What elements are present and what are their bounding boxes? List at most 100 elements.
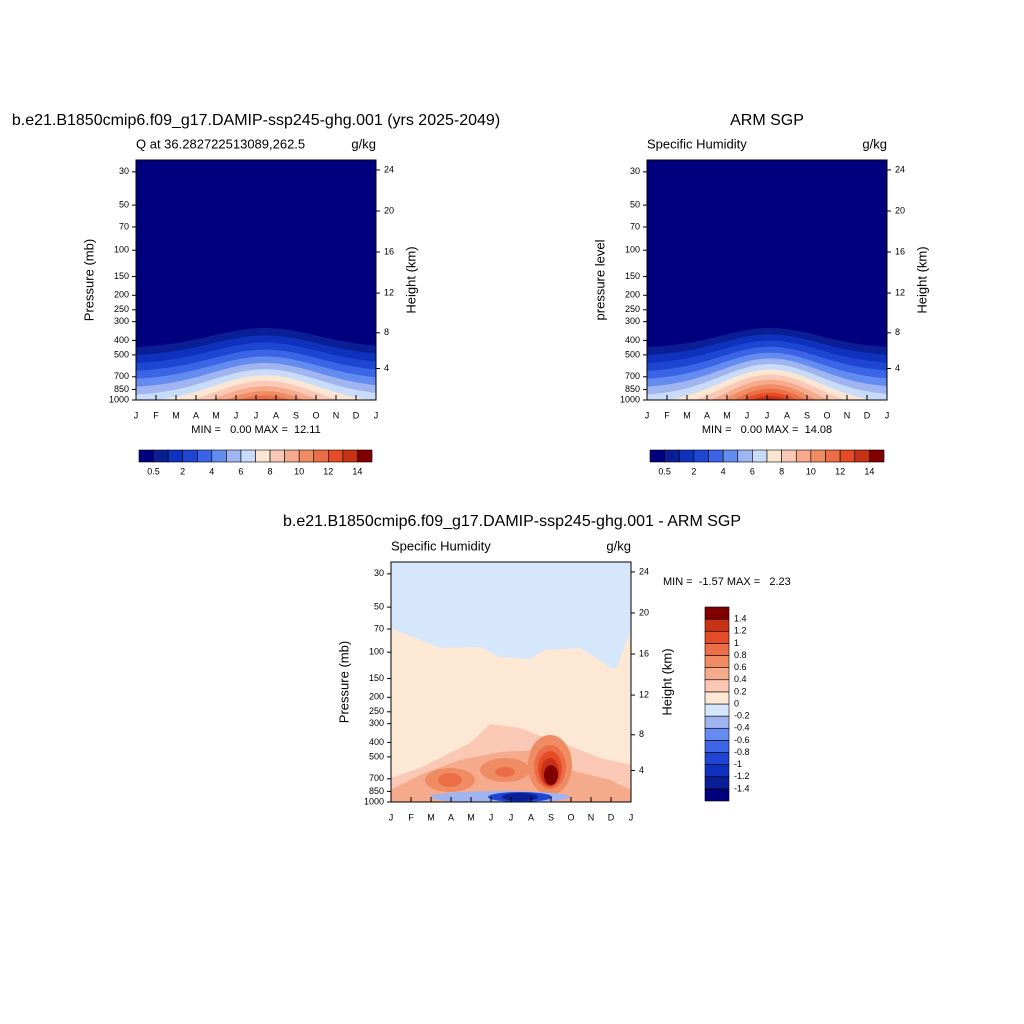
y-tick-label: 300 — [625, 316, 640, 326]
x-tick-label: J — [509, 812, 514, 822]
right-string: g/kg — [351, 136, 376, 151]
colorbar-label: -1.2 — [734, 771, 750, 781]
colorbar-label: 0.8 — [734, 650, 747, 660]
y-tick-label: 30 — [630, 166, 640, 176]
y-tick-label: 250 — [369, 706, 384, 716]
plot-title: ARM SGP — [730, 112, 804, 129]
fill-region — [438, 773, 462, 787]
y-tick-label: 500 — [625, 349, 640, 359]
x-tick-label: A — [704, 410, 710, 420]
plot-title: b.e21.B1850cmip6.f09_g17.DAMIP-ssp245-gh… — [12, 112, 500, 129]
colorbar-box — [313, 449, 329, 463]
colorbar-box — [752, 449, 768, 463]
y-tick-label: 1000 — [364, 796, 384, 806]
min-max-label: MIN = -1.57 MAX = 2.23 — [663, 576, 791, 588]
colorbar-box — [182, 449, 198, 463]
x-tick-label: M — [723, 410, 731, 420]
colorbar-box — [298, 449, 315, 463]
colorbar-box — [795, 449, 812, 463]
colorbar-box — [704, 715, 730, 729]
colorbar-label: 4 — [721, 466, 726, 476]
y2-tick-label: 16 — [384, 246, 394, 256]
colorbar-box — [167, 449, 183, 463]
colorbar-label: 0 — [734, 698, 739, 708]
y-tick-label: 200 — [114, 290, 129, 300]
colorbar-label: -0.6 — [734, 735, 750, 745]
y-tick-label: 500 — [369, 751, 384, 761]
colorbar-box — [781, 449, 797, 463]
fill-region — [239, 395, 291, 400]
colorbar-box — [722, 449, 739, 463]
colorbar-label: 0.4 — [734, 674, 747, 684]
colorbar-box — [810, 449, 826, 463]
x-tick-label: S — [804, 410, 810, 420]
x-tick-label: F — [664, 410, 670, 420]
colorbar-box — [226, 449, 242, 463]
x-tick-label: J — [489, 812, 494, 822]
colorbar-box — [704, 764, 730, 778]
x-tick-label: M — [467, 812, 475, 822]
colorbar-box — [704, 679, 730, 693]
y2-tick-label: 8 — [639, 729, 644, 739]
y2-tick-label: 20 — [639, 607, 649, 617]
colorbar-label: 8 — [779, 466, 784, 476]
x-tick-label: M — [427, 812, 435, 822]
colorbar-label: 2 — [180, 466, 185, 476]
colorbar-label: 1.4 — [734, 614, 747, 624]
x-tick-label: M — [683, 410, 691, 420]
colorbar-label: 1.2 — [734, 626, 747, 636]
left-string: Specific Humidity — [391, 538, 491, 553]
x-tick-label: J — [629, 812, 634, 822]
y-tick-label: 850 — [625, 384, 640, 394]
x-tick-label: J — [134, 410, 139, 420]
colorbar-box — [704, 740, 730, 753]
colorbar-label: 0.2 — [734, 686, 747, 696]
colorbar-label: 0.5 — [658, 466, 671, 476]
colorbar-box — [869, 449, 885, 463]
colorbar-box — [255, 449, 271, 463]
y2-tick-label: 16 — [895, 246, 905, 256]
colorbar-box — [704, 727, 730, 741]
y2-tick-label: 4 — [384, 363, 389, 373]
y-tick-label: 100 — [625, 245, 640, 255]
y-tick-label: 400 — [625, 335, 640, 345]
y2-tick-label: 24 — [639, 566, 649, 576]
y2-axis-label: Height (km) — [914, 246, 929, 313]
x-tick-label: O — [823, 410, 830, 420]
x-tick-label: J — [885, 410, 890, 420]
x-tick-label: J — [645, 410, 650, 420]
x-tick-label: S — [548, 812, 554, 822]
colorbar-box — [704, 788, 730, 802]
colorbar-label: 10 — [294, 466, 304, 476]
colorbar-label: -1 — [734, 759, 742, 769]
y-tick-label: 1000 — [109, 394, 129, 404]
colorbar-box — [704, 776, 730, 790]
colorbar-label: -1.4 — [734, 783, 750, 793]
colorbar-box — [704, 606, 730, 620]
y-tick-label: 700 — [369, 773, 384, 783]
colorbar-box — [284, 449, 300, 463]
colorbar-box — [196, 449, 213, 463]
y2-axis-label: Height (km) — [403, 246, 418, 313]
colorbar-box — [649, 449, 665, 463]
y-tick-label: 100 — [369, 647, 384, 657]
colorbar-box — [153, 449, 169, 463]
y-tick-label: 50 — [374, 601, 384, 611]
colorbar-label: 14 — [864, 466, 874, 476]
y-axis-label: Pressure (mb) — [336, 641, 351, 723]
y-tick-label: 250 — [625, 304, 640, 314]
colorbar-box — [678, 449, 695, 463]
y-tick-label: 30 — [374, 568, 384, 578]
y-tick-label: 150 — [625, 271, 640, 281]
fill-region — [544, 765, 558, 785]
x-tick-label: N — [333, 410, 340, 420]
fill-region — [751, 396, 789, 400]
y-tick-label: 30 — [119, 166, 129, 176]
colorbar-box — [328, 449, 344, 463]
x-tick-label: M — [212, 410, 220, 420]
plot-title: b.e21.B1850cmip6.f09_g17.DAMIP-ssp245-gh… — [283, 513, 741, 530]
y2-tick-label: 12 — [639, 689, 649, 699]
colorbar-box — [357, 449, 373, 463]
x-tick-label: N — [588, 812, 595, 822]
